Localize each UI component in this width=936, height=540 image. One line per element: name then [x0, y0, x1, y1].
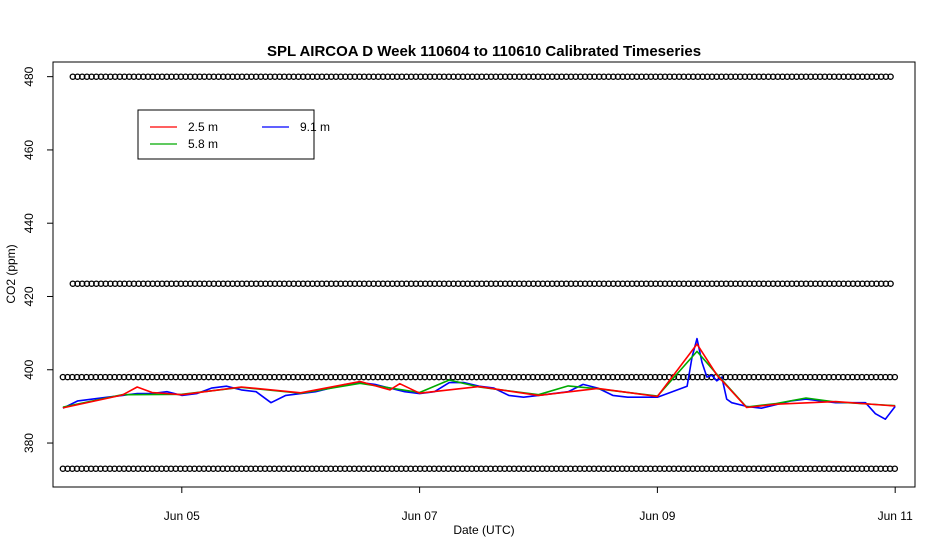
series-line-2-5-m — [62, 343, 896, 409]
calibration-point — [887, 73, 894, 80]
y-tick-label: 440 — [22, 213, 36, 233]
y-tick-label: 480 — [22, 66, 36, 86]
y-tick-label: 400 — [22, 359, 36, 379]
legend-label: 2.5 m — [188, 120, 218, 134]
legend-box — [137, 109, 315, 160]
calibration-point — [891, 373, 899, 381]
series-lines — [62, 337, 896, 421]
x-axis-label: Date (UTC) — [453, 523, 514, 537]
y-axis: 380 400 420 440 460 480 — [22, 66, 54, 453]
x-tick-label: Jun 07 — [402, 509, 438, 523]
x-tick-label: Jun 11 — [878, 509, 913, 523]
x-tick-label: Jun 05 — [164, 509, 200, 523]
y-tick-label: 460 — [22, 140, 36, 160]
legend-label: 5.8 m — [188, 137, 218, 151]
calibration-point — [887, 280, 894, 287]
calibration-points — [59, 73, 899, 472]
calibration-point — [891, 465, 899, 472]
y-axis-label: CO2 (ppm) — [4, 244, 18, 303]
x-tick-label: Jun 09 — [639, 509, 675, 523]
x-axis: Jun 05 Jun 07 Jun 09 Jun 11 — [164, 486, 913, 523]
y-tick-label: 420 — [22, 286, 36, 306]
chart-title: SPL AIRCOA D Week 110604 to 110610 Calib… — [267, 43, 701, 60]
y-tick-label: 380 — [22, 433, 36, 453]
legend-label: 9.1 m — [300, 120, 330, 134]
legend: 2.5 m 5.8 m 9.1 m — [137, 109, 330, 160]
